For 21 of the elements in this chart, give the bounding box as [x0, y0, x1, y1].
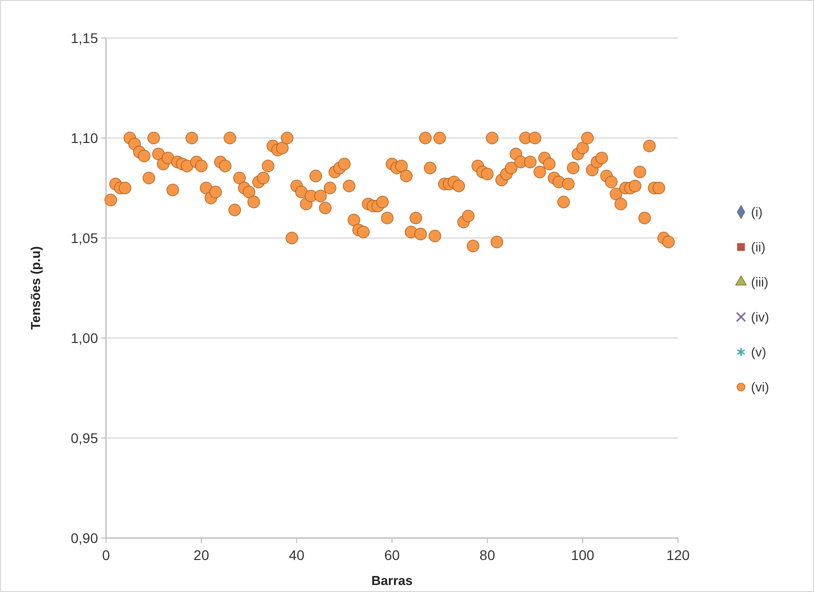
legend-label: (ii) — [751, 240, 766, 255]
x-tick-label: 120 — [666, 547, 690, 563]
y-tick-label: 1,05 — [70, 230, 98, 246]
legend-label: (vi) — [751, 380, 770, 395]
legend-label: (i) — [751, 204, 763, 220]
legend-label: (iv) — [751, 310, 770, 325]
x-tick-label: 60 — [384, 547, 400, 563]
legend-label: (v) — [751, 344, 766, 360]
y-tick-label: 1,00 — [70, 330, 98, 346]
x-tick-label: 40 — [288, 547, 305, 563]
x-tick-label: 0 — [102, 547, 110, 563]
y-tick-label: 1,15 — [70, 30, 98, 46]
y-tick-label: 1,10 — [70, 130, 98, 146]
x-tick-label: 20 — [194, 547, 210, 563]
legend-label: (iii) — [751, 274, 768, 290]
x-tick-label: 100 — [570, 547, 595, 563]
y-axis-title: Tensões (p.u) — [28, 246, 43, 330]
y-tick-label: 0,95 — [70, 430, 98, 446]
x-tick-label: 80 — [480, 547, 496, 563]
y-tick-label: 0,90 — [70, 530, 98, 546]
x-axis-title: Barras — [371, 573, 413, 588]
